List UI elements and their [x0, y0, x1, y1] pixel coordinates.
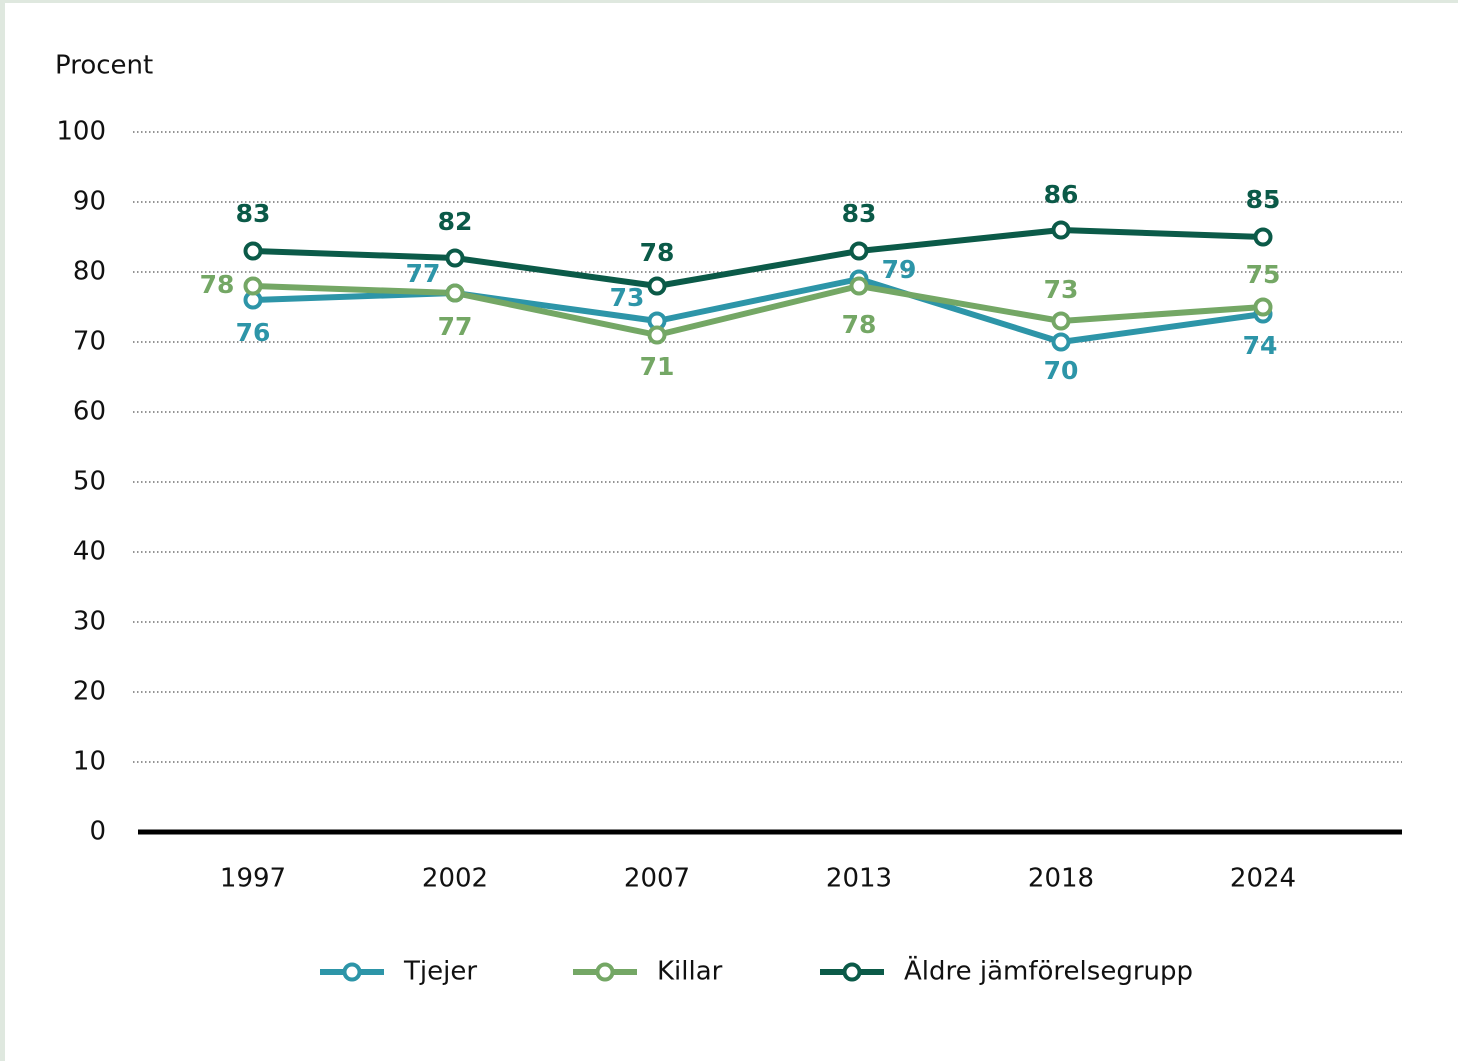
- point-marker: [1051, 332, 1071, 352]
- y-tick-label: 90: [73, 187, 106, 217]
- y-tick-label: 60: [73, 397, 106, 427]
- data-label: 71: [640, 352, 675, 381]
- legend-label: Killar: [657, 957, 723, 987]
- y-tick-label: 30: [73, 607, 106, 637]
- x-tick-label: 2002: [422, 864, 488, 894]
- y-tick-label: 100: [56, 117, 106, 147]
- y-tick-label: 10: [73, 747, 106, 777]
- data-label: 70: [1044, 356, 1079, 385]
- point-marker: [849, 276, 869, 296]
- x-tick-label: 2007: [624, 864, 690, 894]
- point-marker: [1253, 297, 1273, 317]
- data-label: 73: [610, 283, 645, 312]
- data-label: 74: [1243, 331, 1278, 360]
- point-marker: [1051, 311, 1071, 331]
- data-label: 77: [406, 259, 441, 288]
- legend-label: Äldre jämförelsegrupp: [904, 955, 1193, 987]
- series-line: [252, 283, 1264, 338]
- data-label: 83: [842, 199, 877, 228]
- point-marker: [243, 276, 263, 296]
- point-marker: [647, 276, 667, 296]
- frame-top: [0, 0, 1458, 3]
- y-tick-label: 20: [73, 677, 106, 707]
- data-label: 85: [1246, 185, 1281, 214]
- x-tick-label: 2018: [1028, 864, 1094, 894]
- data-label: 82: [438, 207, 473, 236]
- data-label: 76: [236, 318, 271, 347]
- data-label: 73: [1044, 275, 1079, 304]
- point-marker: [1253, 227, 1273, 247]
- point-marker: [1051, 220, 1071, 240]
- x-tick-label: 2024: [1230, 864, 1296, 894]
- data-label: 86: [1044, 180, 1079, 209]
- point-marker: [445, 283, 465, 303]
- data-label: 78: [842, 310, 877, 339]
- y-tick-label: 40: [73, 537, 106, 567]
- data-label: 75: [1246, 260, 1281, 289]
- point-marker: [647, 325, 667, 345]
- legend-marker: [342, 962, 362, 982]
- data-label: 78: [640, 238, 675, 267]
- data-label: 83: [236, 199, 271, 228]
- point-marker: [849, 241, 869, 261]
- x-tick-label: 1997: [220, 864, 286, 894]
- data-label: 79: [882, 255, 917, 284]
- data-label: 78: [200, 270, 235, 299]
- data-label: 77: [438, 312, 473, 341]
- x-tick-label: 2013: [826, 864, 892, 894]
- y-tick-label: 70: [73, 327, 106, 357]
- legend-marker: [595, 962, 615, 982]
- series-line: [252, 227, 1264, 289]
- legend-label: Tjejer: [403, 957, 477, 987]
- point-marker: [445, 248, 465, 268]
- frame-left: [0, 0, 5, 1061]
- y-tick-label: 50: [73, 467, 106, 497]
- point-marker: [243, 241, 263, 261]
- y-axis-label: Procent: [55, 51, 153, 81]
- y-tick-label: 80: [73, 257, 106, 287]
- y-tick-label: 0: [89, 817, 106, 847]
- legend-marker: [842, 962, 862, 982]
